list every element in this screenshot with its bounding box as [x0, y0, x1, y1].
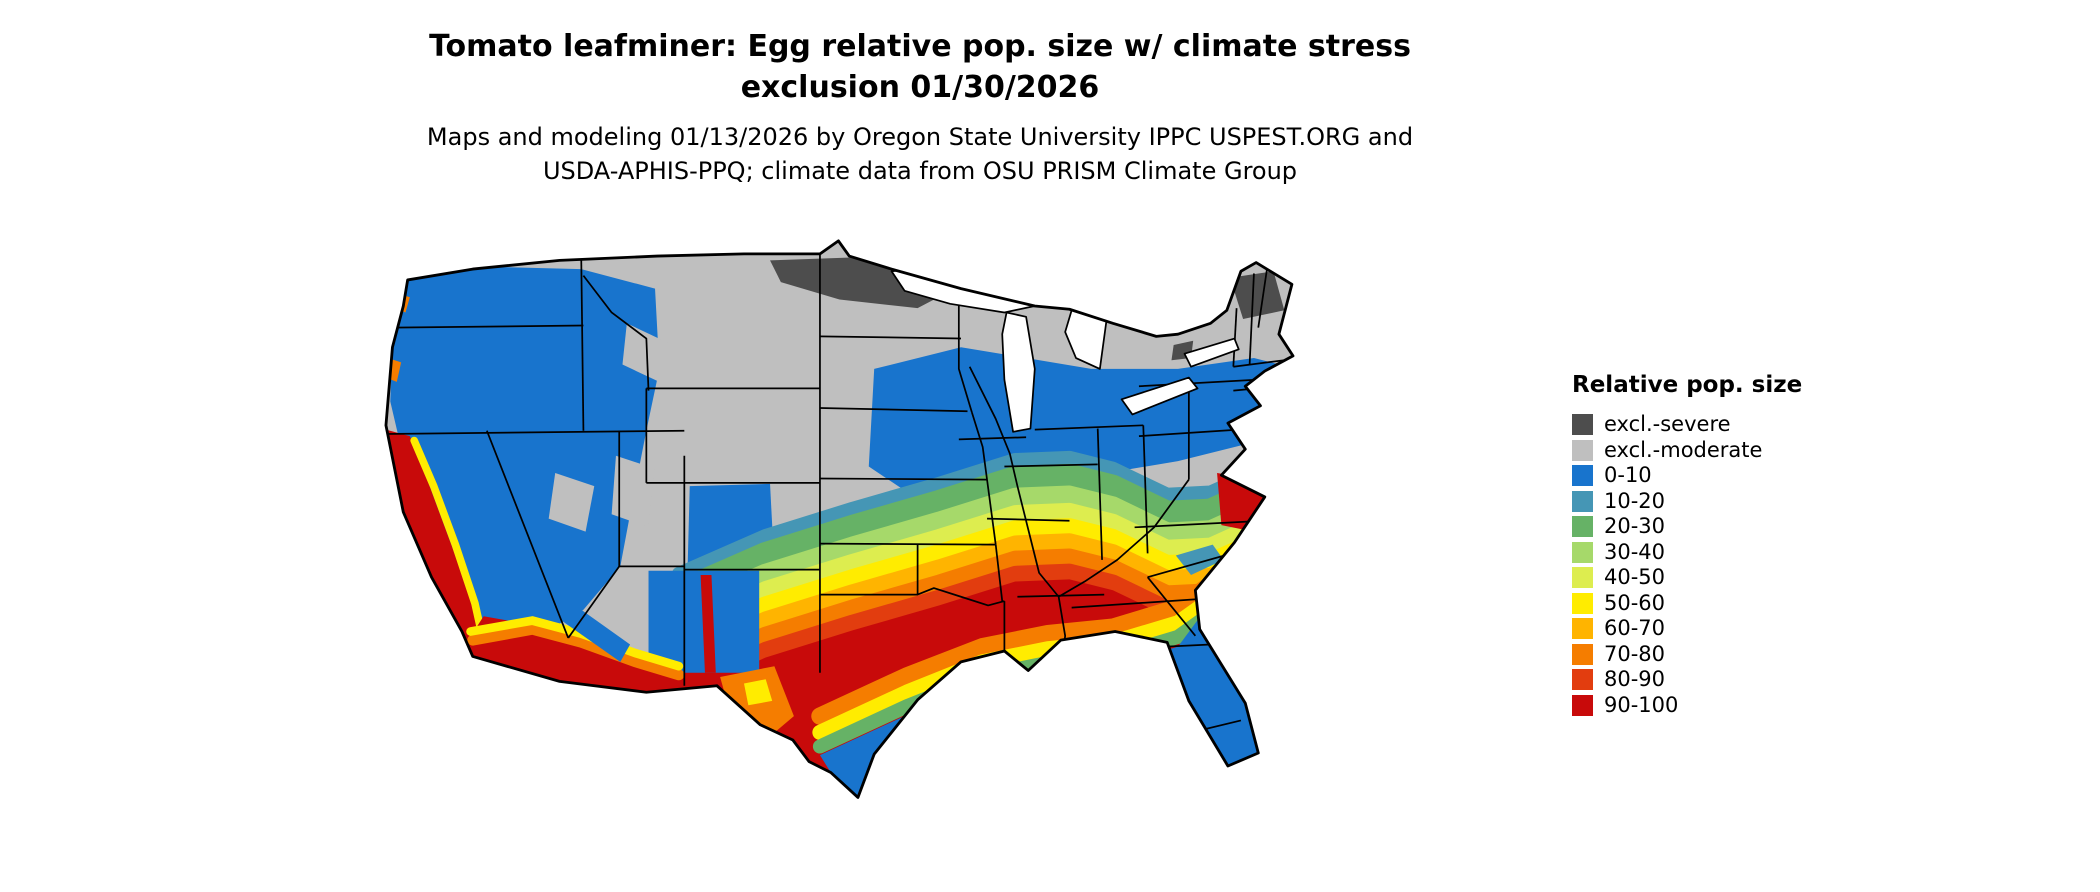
legend-swatch — [1572, 694, 1593, 716]
legend-swatch — [1572, 516, 1593, 538]
legend-title: Relative pop. size — [1572, 372, 1803, 398]
region-westtexas-yellow — [744, 679, 773, 706]
legend-item: 10-20 — [1572, 489, 1902, 515]
us-map-svg — [384, 239, 1295, 799]
legend-item: excl.-moderate — [1572, 438, 1902, 464]
region-riogrande-hot — [700, 575, 716, 673]
legend-label: excl.-moderate — [1604, 437, 1763, 462]
legend-label: 30-40 — [1604, 539, 1666, 564]
legend-label: 10-20 — [1604, 488, 1666, 513]
legend-item: 20-30 — [1572, 514, 1902, 540]
map-subtitle-line1: Maps and modeling 01/13/2026 by Oregon S… — [426, 123, 1414, 151]
region-mogollon-cool — [540, 588, 631, 662]
region-gray-patch-nv — [548, 473, 595, 532]
band-30-40 — [669, 485, 1264, 621]
legend-item: 0-10 — [1572, 463, 1902, 489]
legend-swatch — [1572, 643, 1593, 665]
legend-label: 50-60 — [1604, 590, 1666, 615]
region-gray-patch-mt — [622, 323, 669, 382]
map-subtitle-line2: USDA-APHIS-PPQ; climate data from OSU PR… — [542, 157, 1298, 185]
legend-swatch — [1572, 669, 1593, 691]
legend-label: excl.-severe — [1604, 412, 1731, 437]
legend-item: 30-40 — [1572, 540, 1902, 566]
legend-swatch — [1572, 414, 1593, 436]
region-az-orange-fringe — [467, 623, 685, 681]
legend-item: 50-60 — [1572, 591, 1902, 617]
legend-item: 60-70 — [1572, 616, 1902, 642]
band-20-30 — [667, 463, 1266, 603]
legend-swatch — [1572, 567, 1593, 589]
map-title-line2: exclusion 01/30/2026 — [740, 70, 1100, 105]
lake-erie — [1120, 376, 1199, 416]
legend-items: excl.-severe excl.-moderate 0-10 10-20 20-30… — [1572, 412, 1902, 718]
legend-swatch — [1572, 592, 1593, 614]
legend-label: 0-10 — [1604, 463, 1652, 488]
map-raster-layers — [385, 240, 1294, 798]
fringe-70-80 — [811, 564, 1236, 725]
fringe-50-60 — [812, 580, 1235, 740]
region-california-hot — [385, 429, 482, 658]
legend-swatch — [1572, 541, 1593, 563]
map-title-line1: Tomato leafminer: Egg relative pop. size… — [429, 29, 1411, 64]
region-gray-patch-ut — [611, 455, 656, 528]
legend-label: 70-80 — [1604, 641, 1666, 666]
map-title: Tomato leafminer: Egg relative pop. size… — [170, 26, 1670, 108]
legend-item: 90-100 — [1572, 693, 1902, 719]
legend-item: 80-90 — [1572, 667, 1902, 693]
gradient-bands — [667, 450, 1266, 697]
band-10-20 — [671, 450, 1262, 582]
legend-label: 60-70 — [1604, 616, 1666, 641]
legend-item: 70-80 — [1572, 642, 1902, 668]
us-outline — [384, 239, 1295, 799]
legend-swatch — [1572, 618, 1593, 640]
region-california-yellow-fringe — [410, 436, 488, 647]
lake-michigan — [1001, 311, 1036, 433]
region-excl-severe-maine — [1230, 271, 1285, 319]
legend-swatch — [1572, 490, 1593, 512]
legend: Relative pop. size excl.-severe excl.-mod… — [1572, 372, 1902, 718]
legend-item: 40-50 — [1572, 565, 1902, 591]
lake-ontario — [1183, 337, 1240, 368]
legend-swatch — [1572, 439, 1593, 461]
legend-label: 40-50 — [1604, 565, 1666, 590]
legend-label: 90-100 — [1604, 692, 1679, 717]
map-subtitle: Maps and modeling 01/13/2026 by Oregon S… — [170, 120, 1670, 188]
us-map — [310, 206, 1395, 879]
region-appalachian-cool — [1175, 544, 1224, 576]
region-nc-coast-hot — [1217, 473, 1272, 534]
legend-label: 80-90 — [1604, 667, 1666, 692]
legend-label: 20-30 — [1604, 514, 1666, 539]
band-60-70 — [670, 533, 1263, 666]
legend-swatch — [1572, 465, 1593, 487]
band-40-50 — [670, 502, 1263, 636]
legend-item: excl.-severe — [1572, 412, 1902, 438]
